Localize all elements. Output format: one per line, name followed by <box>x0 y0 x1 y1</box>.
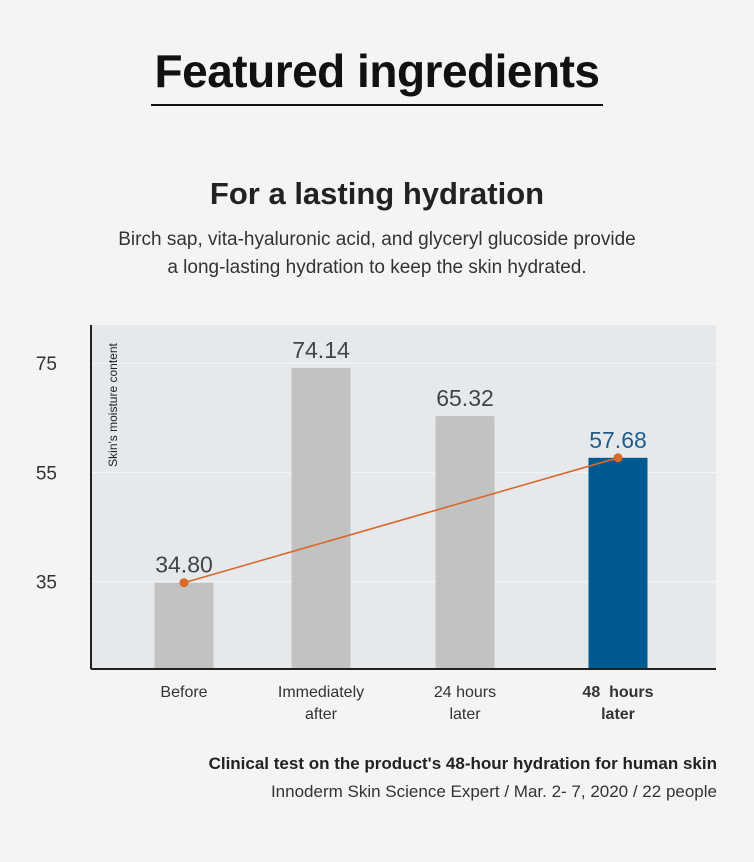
y-tick-label: 55 <box>36 463 57 484</box>
data-label: 74.14 <box>292 337 350 363</box>
data-label: 65.32 <box>436 385 494 411</box>
x-tick-label: later <box>449 706 481 723</box>
moisture-bar-chart: 35 55 75 34.80 Before 74.14 Immediately after 65… <box>36 325 716 723</box>
section-heading: Featured ingredients <box>0 44 754 106</box>
x-tick-label: 24 hours <box>434 684 496 701</box>
description-line: a long-lasting hydration to keep the ski… <box>167 257 587 278</box>
chart-subtitle: For a lasting hydration <box>209 176 545 211</box>
y-tick-label: 75 <box>36 354 57 375</box>
y-axis-label: Skin's moisture content <box>106 342 120 466</box>
chart-caption: Clinical test on the product's 48-hour h… <box>209 750 717 806</box>
description: Birch sap, vita-hyaluronic acid, and gly… <box>0 226 754 282</box>
trend-point <box>179 578 189 588</box>
page-title: Featured ingredients <box>150 44 604 106</box>
bar <box>588 457 648 669</box>
description-line: Birch sap, vita-hyaluronic acid, and gly… <box>118 229 636 250</box>
bar <box>435 416 495 669</box>
y-tick-label: 35 <box>36 573 57 594</box>
caption-title: Clinical test on the product's 48-hour h… <box>208 754 717 773</box>
data-label: 34.80 <box>155 552 213 578</box>
trend-point <box>613 453 623 463</box>
bar <box>154 582 214 669</box>
trend-line <box>183 457 619 584</box>
caption-source: Innoderm Skin Science Expert / Mar. 2- 7… <box>270 782 717 801</box>
data-label: 57.68 <box>589 427 647 453</box>
x-tick-label: Immediately <box>278 684 364 701</box>
bar <box>291 367 351 669</box>
x-tick-label: Before <box>160 684 207 701</box>
x-tick-label: later <box>601 706 635 723</box>
x-tick-label: after <box>305 706 338 723</box>
x-tick-label: 48 hours <box>582 684 653 701</box>
